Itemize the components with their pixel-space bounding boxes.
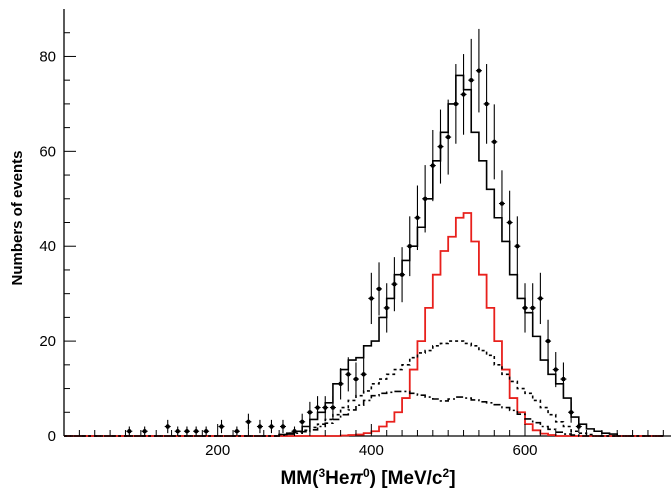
y-tick-label: 60 [39,143,56,160]
data-point [399,272,405,277]
data-point [142,429,147,434]
data-point [392,281,397,287]
data-point [299,419,305,424]
x-axis-title-part: He [325,468,349,489]
data-point [538,296,543,301]
y-axis-title: Numbers of events [9,150,26,285]
data-point [384,305,389,311]
data-point [553,367,558,372]
data-point [219,424,224,429]
data-point [234,429,240,434]
data-point [330,405,336,410]
data-point [422,196,428,201]
plot-frame [63,9,671,437]
data-point [127,429,132,434]
data-point [269,424,274,429]
data-point [530,305,535,311]
data-point [369,296,374,301]
data-point [307,410,313,415]
data-point [280,424,286,429]
data-point [165,424,170,429]
data-point [461,92,466,97]
x-axis-title: MM(3Heπ0) [MeV/c2] [280,466,455,489]
data-point [315,405,320,410]
data-point [507,220,512,225]
data-point [484,101,489,107]
y-tick-label: 0 [48,428,56,445]
data-point [338,381,343,387]
data-point [453,101,459,107]
data-point [545,338,551,344]
x-tick-label: 400 [359,442,384,459]
histogram-background-2 [64,390,664,437]
data-point [376,286,382,292]
data-point [415,215,420,220]
x-axis-title-sup: 0 [363,466,370,480]
x-tick-label: 200 [205,442,230,459]
x-tick-label: 600 [512,442,537,459]
data-point [499,201,505,206]
data-point [561,376,566,382]
data-point [469,77,474,83]
data-point [203,429,209,434]
y-tick-label: 80 [39,48,56,65]
data-point [193,429,199,434]
x-axis-title-pi: π [349,468,363,489]
data-point [476,68,482,73]
x-axis-title-part: MM( [280,468,319,489]
data-point [438,144,443,149]
data-point [430,163,436,168]
data-point [445,134,451,140]
data-point [175,429,180,434]
x-axis-title-part: ) [MeV/c [370,468,443,489]
data-point [407,244,412,249]
data-point [522,305,528,311]
x-axis-title-part: ] [449,468,455,489]
data-point [323,405,328,410]
data-point [361,372,366,377]
data-point [246,419,251,424]
x-axis-title-sup: 2 [443,466,450,480]
y-tick-label: 40 [39,238,56,255]
y-tick-label: 20 [39,333,56,350]
data-point [353,376,359,382]
x-axis-title-sup: 3 [318,466,325,480]
data-point [346,372,351,377]
data-point [576,424,581,429]
data-points-layer [126,28,582,436]
axes-layer: 0 20 40 60 80 200 400 600 [39,32,664,459]
data-point [492,139,497,145]
data-point [257,424,263,429]
data-point [568,410,574,415]
data-point [515,244,520,249]
